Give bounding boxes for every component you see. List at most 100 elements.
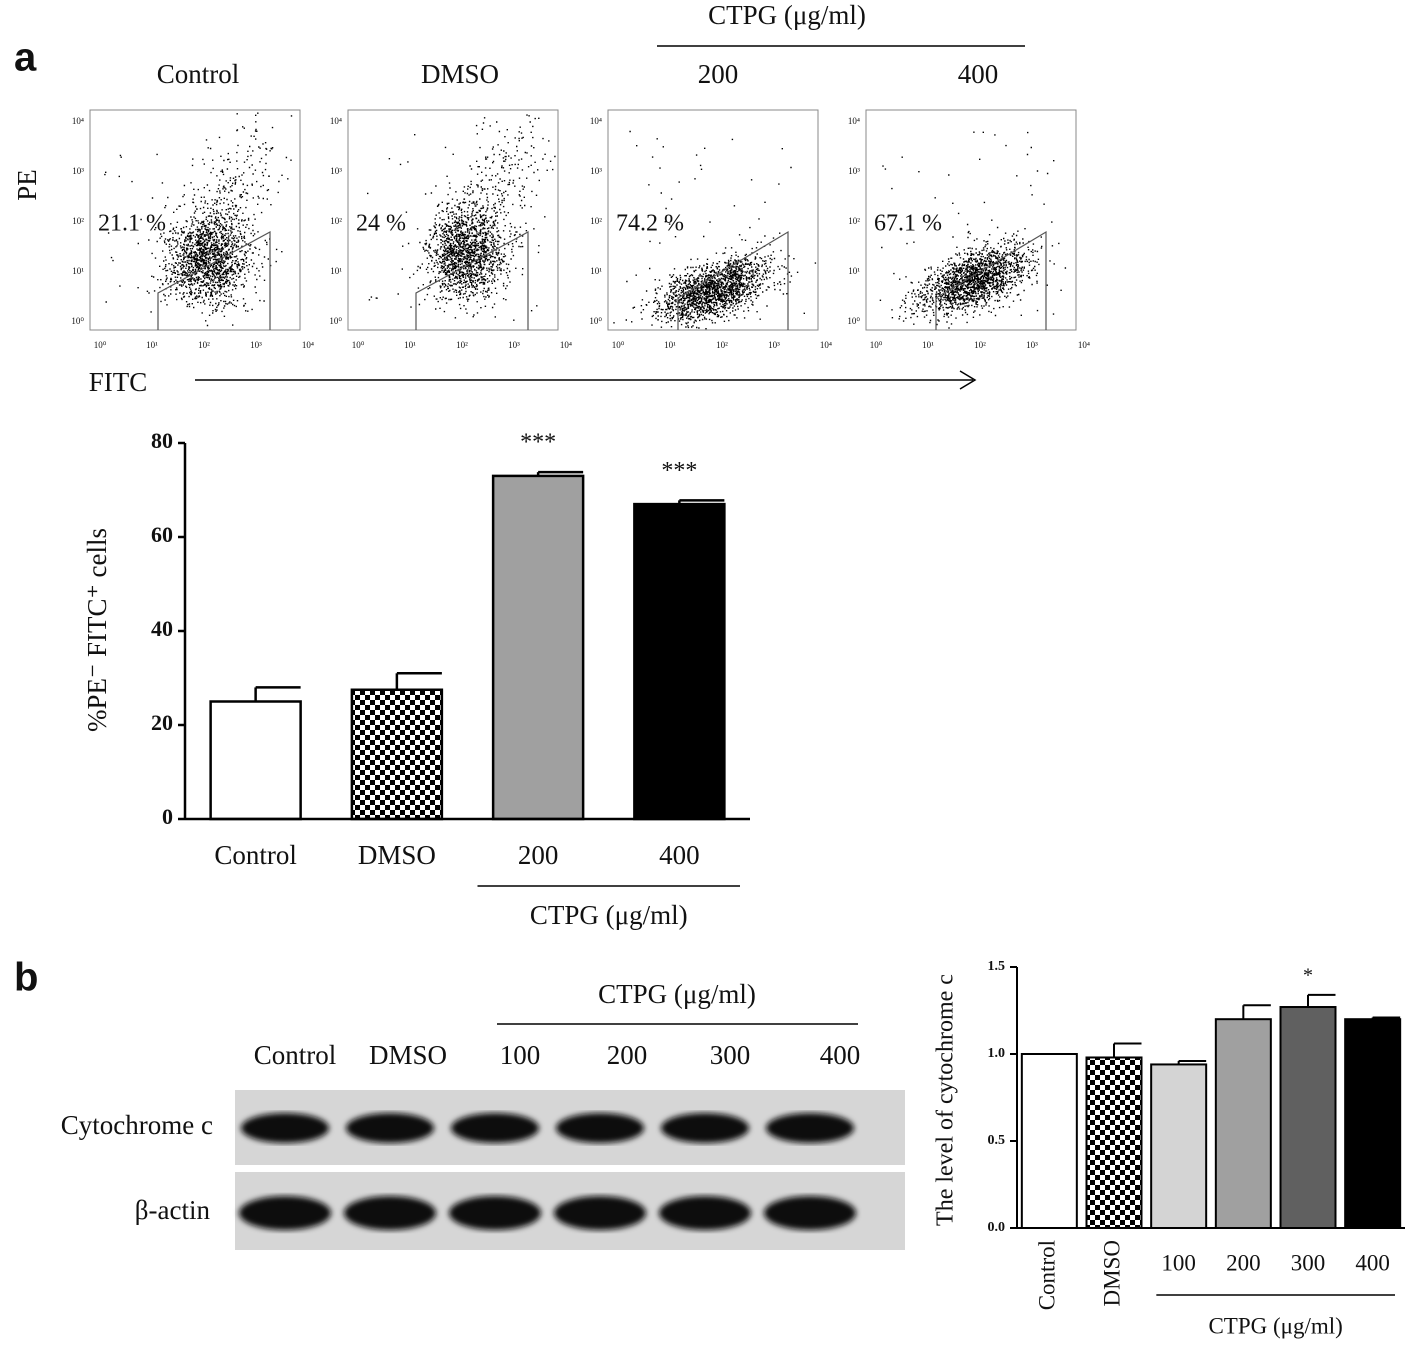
band (764, 1196, 856, 1230)
y-tick-label: 0.0 (988, 1220, 1006, 1235)
decade-label: 10⁴ (72, 116, 84, 126)
sample-label: 200 (698, 59, 739, 89)
x-axis-label: FITC (89, 367, 148, 397)
row-label: β-actin (135, 1195, 211, 1225)
band (346, 1113, 434, 1143)
lane-label: Control (254, 1040, 337, 1070)
y-tick-label: 80 (151, 428, 173, 453)
panel-label: a (14, 36, 37, 80)
gate-percent: 67.1 % (874, 211, 942, 237)
x-tick-label: 300 (1291, 1250, 1326, 1275)
plot-frame (607, 109, 819, 331)
y-tick-label: 0.5 (988, 1133, 1006, 1148)
band (661, 1113, 749, 1143)
decade-label: 10³ (508, 340, 520, 350)
decade-label: 10⁰ (847, 316, 860, 326)
decade-label: 10² (974, 340, 986, 350)
group-label: CTPG (μg/ml) (1208, 1313, 1342, 1338)
blot-header: CTPG (μg/ml) (598, 979, 756, 1009)
sample-label: DMSO (421, 59, 499, 89)
group-label: CTPG (μg/ml) (530, 900, 688, 930)
decade-label: 10³ (768, 340, 780, 350)
x-tick-label: 200 (1226, 1250, 1261, 1275)
decade-label: 10² (72, 216, 84, 226)
scatter-dots (104, 112, 293, 327)
decade-label: 10² (848, 216, 860, 226)
band (241, 1113, 329, 1143)
x-tick-label: Control (1035, 1240, 1060, 1310)
significance: *** (520, 430, 556, 456)
y-tick-label: 0 (162, 804, 173, 829)
decade-label: 10⁴ (560, 340, 572, 350)
gate (157, 230, 271, 330)
decade-label: 10⁰ (71, 316, 84, 326)
significance: * (1303, 964, 1313, 986)
decade-label: 10⁰ (870, 340, 883, 350)
decade-label: 10¹ (404, 340, 416, 350)
y-axis-label: %PE⁻ FITC⁺ cells (82, 528, 112, 732)
band (239, 1196, 331, 1230)
sample-label: Control (157, 59, 240, 89)
bar (1150, 1063, 1208, 1229)
row-label: Cytochrome c (61, 1110, 213, 1140)
x-tick-label: DMSO (358, 840, 436, 870)
bar (633, 502, 726, 821)
gate-percent: 21.1 % (98, 211, 166, 237)
bar (1085, 1056, 1143, 1229)
decade-label: 10⁴ (848, 116, 860, 126)
lane-label: 100 (500, 1040, 541, 1070)
decade-label: 10⁴ (1078, 340, 1090, 350)
gate-percent: 24 % (356, 211, 406, 237)
flow-header: CTPG (μg/ml) (708, 0, 866, 30)
x-tick-label: 200 (518, 840, 559, 870)
lane-label: DMSO (369, 1040, 447, 1070)
x-tick-label: 400 (1355, 1250, 1390, 1275)
decade-label: 10¹ (922, 340, 934, 350)
lane-label: 400 (820, 1040, 861, 1070)
bar (1344, 1018, 1402, 1230)
significance: *** (661, 458, 697, 484)
band (554, 1196, 646, 1230)
scatter-dots (367, 114, 556, 321)
decade-label: 10² (456, 340, 468, 350)
band (556, 1113, 644, 1143)
decade-label: 10¹ (330, 266, 342, 276)
x-tick-label: DMSO (1099, 1240, 1124, 1306)
y-tick-label: 1.5 (988, 959, 1006, 974)
decade-label: 10⁰ (94, 340, 107, 350)
decade-label: 10¹ (72, 266, 84, 276)
decade-label: 10⁰ (352, 340, 365, 350)
scatter-dots (613, 130, 817, 330)
gate (677, 230, 789, 330)
x-tick-label: Control (214, 840, 297, 870)
decade-label: 10¹ (590, 266, 602, 276)
y-tick-label: 60 (151, 522, 173, 547)
sample-label: 400 (958, 59, 999, 89)
band (449, 1196, 541, 1230)
lane-label: 300 (710, 1040, 751, 1070)
bar (491, 474, 585, 821)
decade-label: 10² (330, 216, 342, 226)
plot-frame (347, 109, 559, 331)
y-tick-label: 20 (151, 710, 173, 735)
gate-percent: 74.2 % (616, 211, 684, 237)
bar (1214, 1018, 1272, 1230)
decade-label: 10¹ (848, 266, 860, 276)
decade-label: 10² (198, 340, 210, 350)
decade-label: 10⁴ (302, 340, 314, 350)
band (659, 1196, 751, 1230)
plot-frame (89, 109, 301, 331)
gate (935, 230, 1047, 330)
band (451, 1113, 539, 1143)
bar (350, 688, 444, 821)
decade-label: 10³ (330, 166, 342, 176)
y-tick-label: 1.0 (988, 1046, 1006, 1061)
gate (415, 230, 529, 330)
bar (209, 700, 302, 821)
decade-label: 10² (590, 216, 602, 226)
decade-label: 10⁴ (590, 116, 602, 126)
decade-label: 10¹ (664, 340, 676, 350)
bar (1279, 1006, 1337, 1230)
decade-label: 10⁰ (329, 316, 342, 326)
